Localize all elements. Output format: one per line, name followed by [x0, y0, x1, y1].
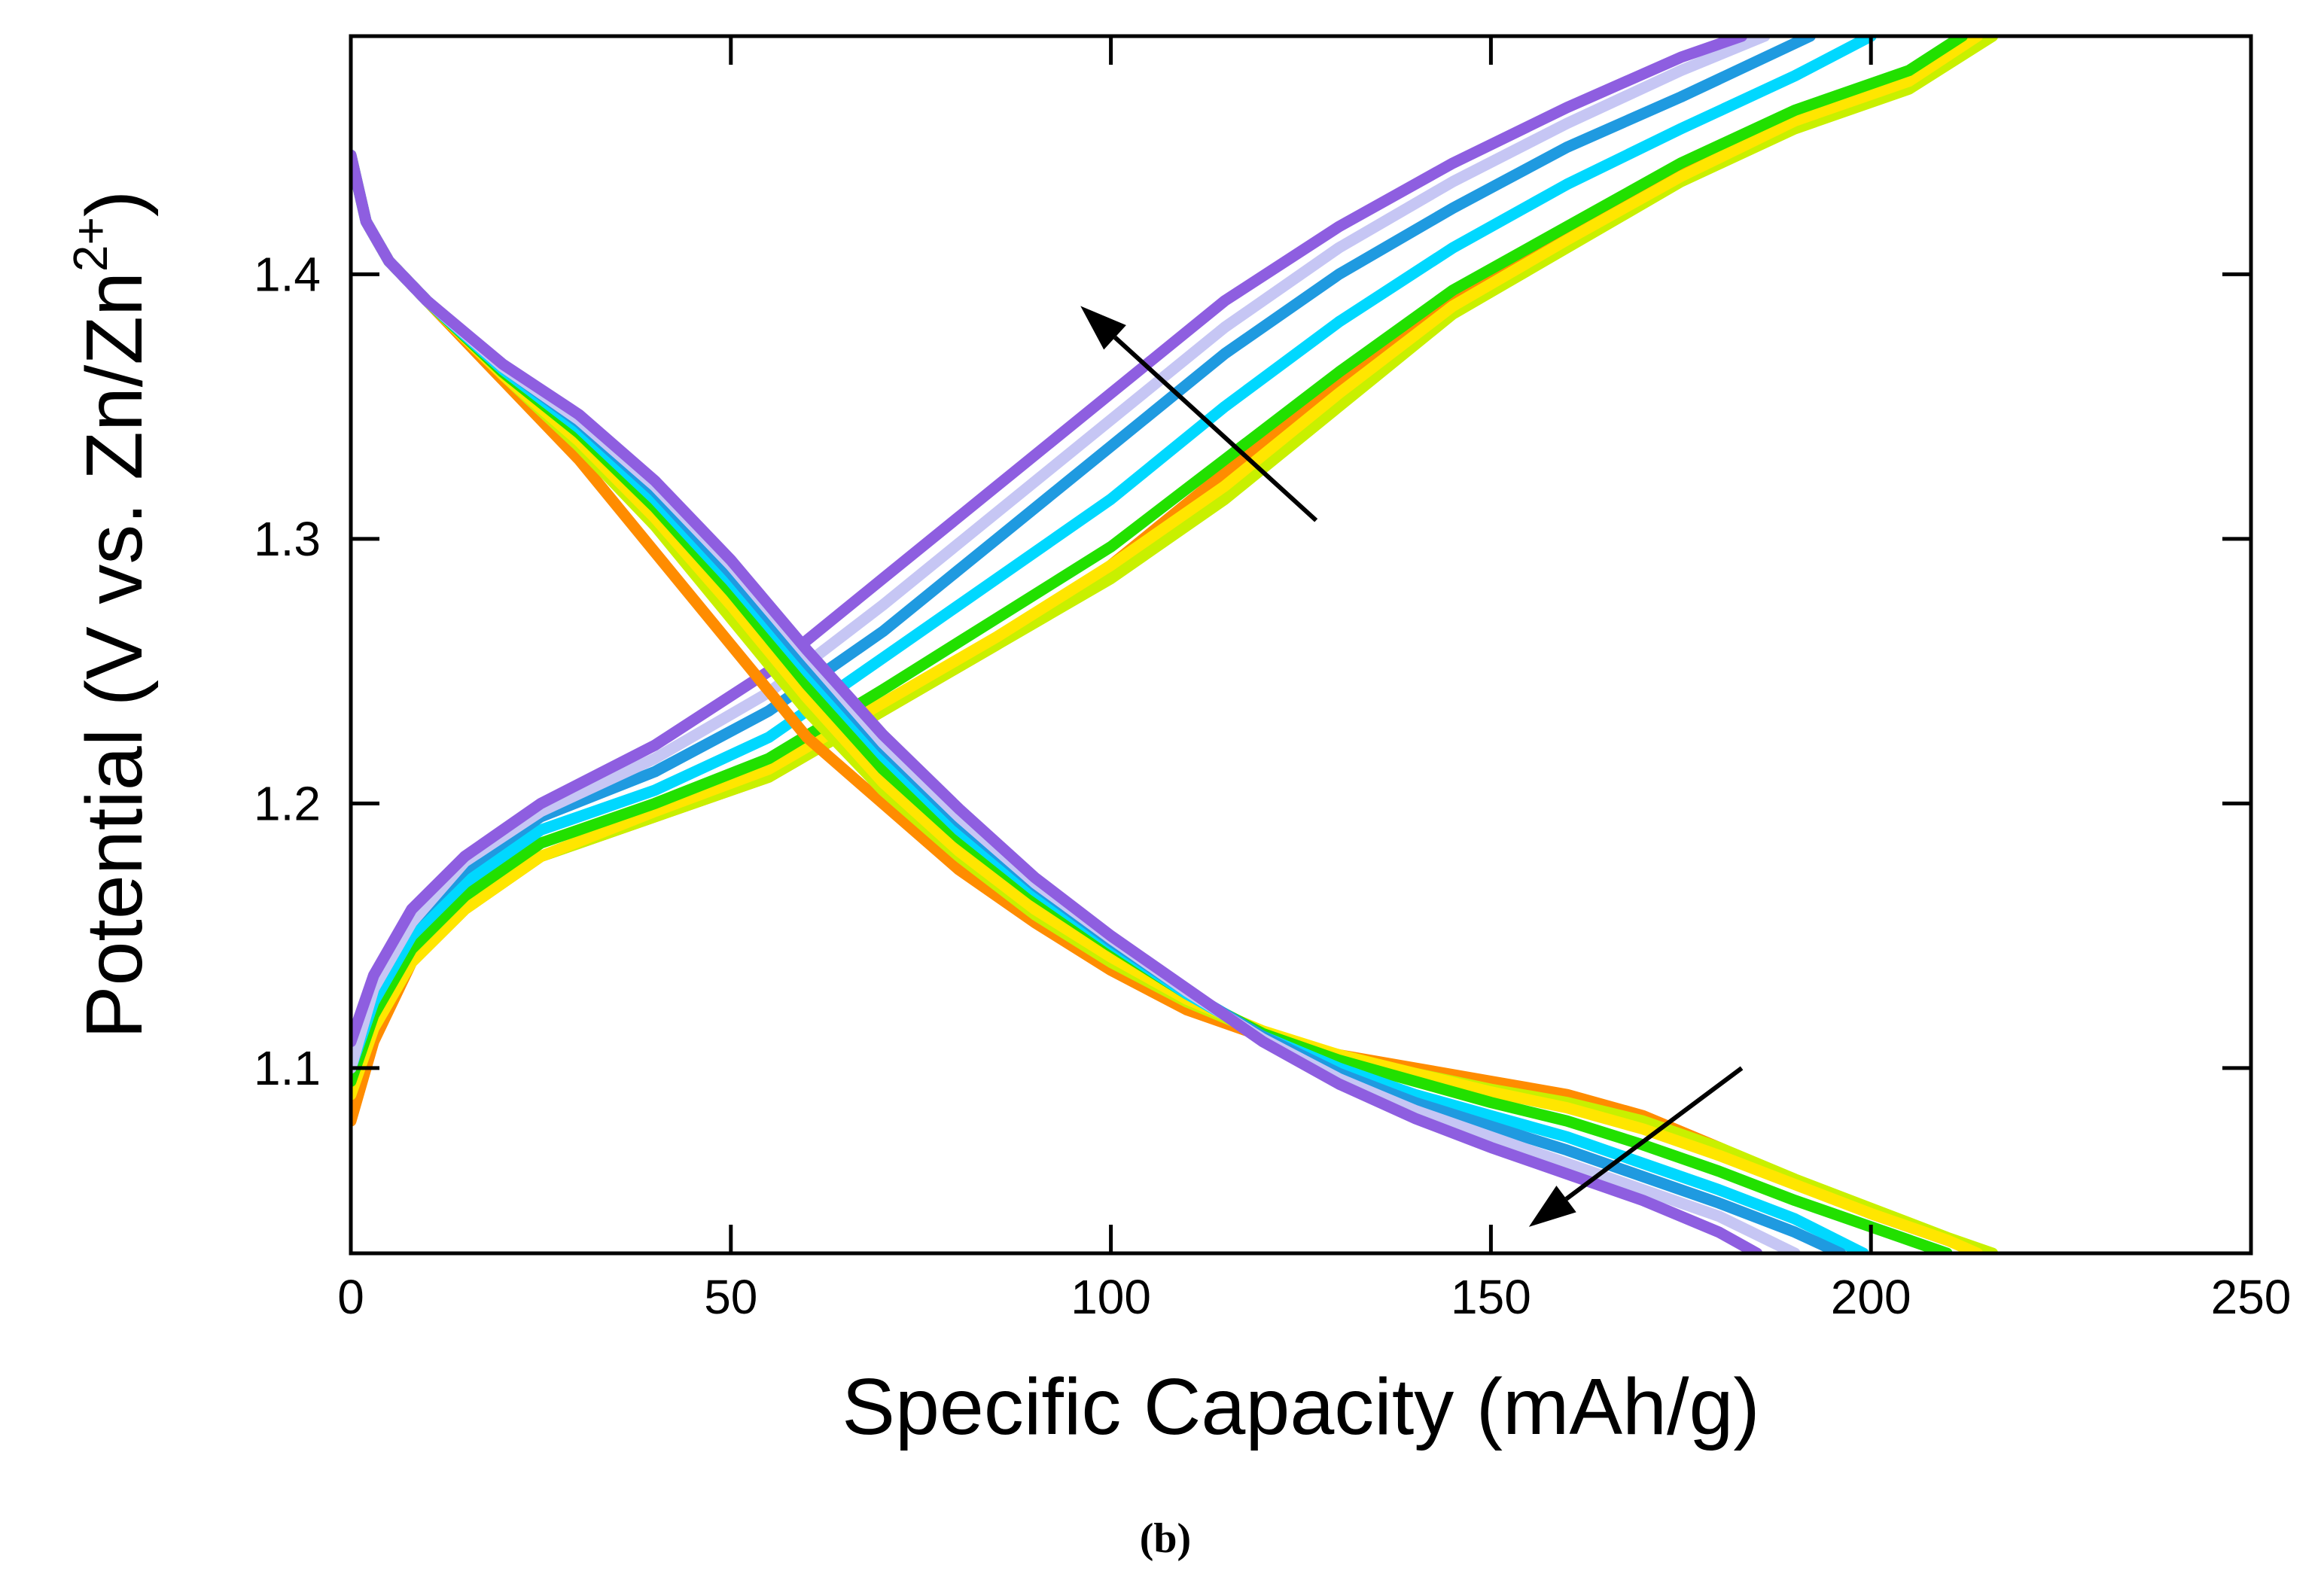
y-axis-title-main: Potential (V vs. Zn/Zn	[70, 272, 159, 1039]
charge-series-7	[351, 36, 1771, 1074]
x-axis-title: Specific Capacity (mAh/g)	[842, 1362, 1759, 1451]
y-tick-label: 1.3	[254, 512, 321, 566]
series-layer	[351, 36, 1999, 1253]
discharge-series-8	[351, 149, 1763, 1253]
trend-arrow-shaft	[1113, 336, 1318, 522]
x-tick-label: 50	[704, 1270, 757, 1324]
trend-arrow-shaft	[1564, 1066, 1744, 1201]
y-tick-label: 1.4	[254, 247, 321, 301]
y-axis-title: Potential (V vs. Zn/Zn2+)	[63, 190, 159, 1039]
x-tick-label: 100	[1071, 1270, 1151, 1324]
x-tick-label: 150	[1451, 1270, 1531, 1324]
y-axis-title-superscript: 2+	[63, 217, 117, 272]
y-axis-title-suffix: )	[70, 190, 159, 217]
x-tick-label: 200	[1831, 1270, 1911, 1324]
plot-frame	[349, 34, 2253, 1256]
x-tick-label: 250	[2211, 1270, 2292, 1324]
charge-series-3	[351, 36, 1983, 1101]
tick-layer: 0 50 100 150 200 250 1.1 1.2 1.3 1.4	[254, 36, 2291, 1324]
trend-arrow-head	[1080, 306, 1126, 350]
y-tick-label: 1.2	[254, 776, 321, 830]
x-tick-label: 0	[337, 1270, 364, 1324]
arrow-layer	[1080, 306, 1744, 1227]
y-tick-label: 1.1	[254, 1041, 321, 1095]
charge-series-8	[351, 36, 1748, 1048]
trend-arrow-head	[1528, 1186, 1576, 1227]
charge-series-5	[351, 36, 1877, 1074]
charge-series-4	[351, 36, 1968, 1087]
panel-label: (b)	[1140, 1515, 1191, 1562]
